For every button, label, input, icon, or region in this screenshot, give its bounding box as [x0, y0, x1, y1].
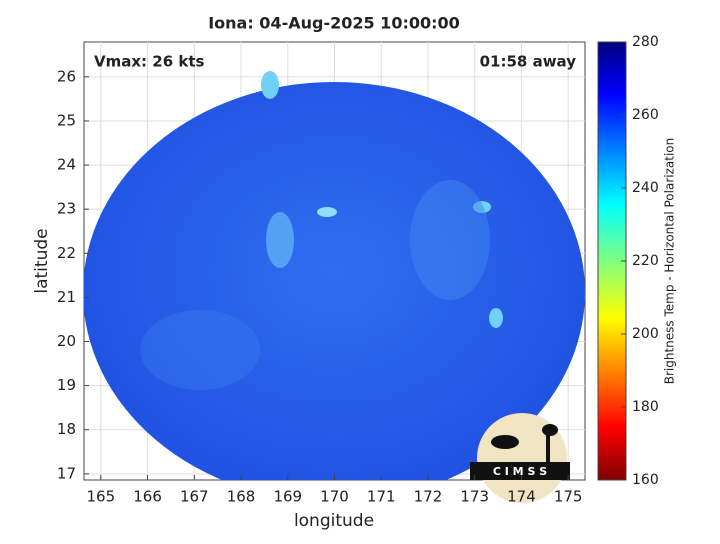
annotation: Vmax: 26 kts	[94, 53, 204, 71]
colorbar-label: Brightness Temp - Horizontal Polarizatio…	[663, 138, 677, 385]
colorbar-tick-label: 160	[632, 472, 659, 488]
x-tick-label: 171	[367, 488, 396, 506]
chart-title: Iona: 04-Aug-2025 10:00:00	[208, 14, 460, 33]
x-tick-label: 168	[227, 488, 256, 506]
y-tick-label: 20	[57, 332, 76, 350]
y-tick-label: 25	[57, 111, 76, 129]
y-tick-label: 22	[57, 244, 76, 262]
y-tick-label: 26	[57, 67, 76, 85]
annotation: 01:58 away	[480, 53, 577, 71]
x-tick-label: 165	[87, 488, 116, 506]
colorbar-tick-label: 240	[632, 180, 659, 196]
swath-image	[84, 71, 585, 480]
colorbar-tick-label: 220	[632, 253, 659, 269]
y-tick-label: 23	[57, 200, 76, 218]
y-tick-label: 21	[57, 288, 76, 306]
x-axis-label: longitude	[294, 511, 374, 531]
x-tick-label: 172	[414, 488, 443, 506]
x-tick-label: 167	[180, 488, 209, 506]
y-tick-label: 24	[57, 156, 76, 174]
logo-text: C I M S S	[493, 465, 547, 478]
colorbar-tick-label: 200	[632, 326, 659, 342]
cimss-logo: C I M S S	[470, 413, 570, 503]
colorbar-tick-label: 180	[632, 399, 659, 415]
y-tick-label: 17	[57, 464, 76, 482]
y-axis-label: latitude	[32, 228, 52, 293]
y-tick-label: 19	[57, 376, 76, 394]
x-tick-label: 173	[460, 488, 489, 506]
colorbar-tick-label: 260	[632, 107, 659, 123]
x-tick-label: 174	[507, 488, 536, 506]
x-tick-label: 170	[320, 488, 349, 506]
x-tick-label: 169	[273, 488, 302, 506]
x-tick-label: 175	[554, 488, 583, 506]
y-tick-label: 18	[57, 420, 76, 438]
colorbar-tick-label: 280	[632, 34, 659, 50]
x-tick-label: 166	[133, 488, 162, 506]
